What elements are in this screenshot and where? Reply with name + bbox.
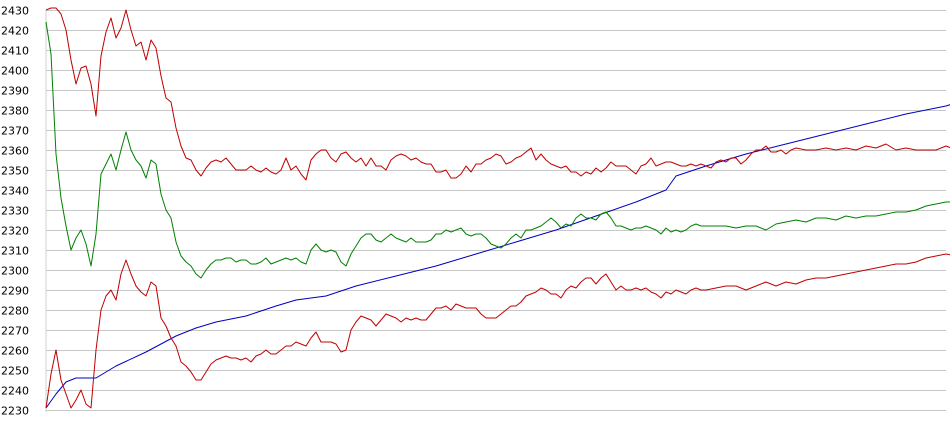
y-tick-label: 2290	[1, 285, 29, 298]
y-tick-label: 2390	[1, 85, 29, 98]
y-tick-label: 2250	[1, 365, 29, 378]
y-tick-label: 2400	[1, 65, 29, 78]
y-tick-label: 2240	[1, 385, 29, 398]
y-tick-label: 2310	[1, 245, 29, 258]
y-tick-label: 2370	[1, 125, 29, 138]
y-tick-label: 2410	[1, 45, 29, 58]
y-tick-label: 2280	[1, 305, 29, 318]
y-tick-label: 2340	[1, 185, 29, 198]
y-tick-label: 2270	[1, 325, 29, 338]
y-tick-label: 2230	[1, 405, 29, 418]
y-tick-label: 2360	[1, 145, 29, 158]
y-tick-label: 2300	[1, 265, 29, 278]
y-tick-label: 2430	[1, 5, 29, 18]
series-line-2	[45, 7, 950, 181]
series-group	[45, 7, 950, 409]
y-tick-label: 2350	[1, 165, 29, 178]
gridlines	[46, 10, 946, 411]
series-line-3	[45, 21, 950, 279]
series-line-1	[45, 104, 950, 409]
y-tick-label: 2260	[1, 345, 29, 358]
y-tick-label: 2380	[1, 105, 29, 118]
series-line-4	[45, 253, 950, 409]
y-axis-ticks: 2430 2420 2410 2400 2390 2380 2370 2360 2350 2340…	[1, 5, 29, 418]
y-tick-label: 2330	[1, 205, 29, 218]
y-tick-label: 2420	[1, 25, 29, 38]
y-tick-label: 2320	[1, 225, 29, 238]
